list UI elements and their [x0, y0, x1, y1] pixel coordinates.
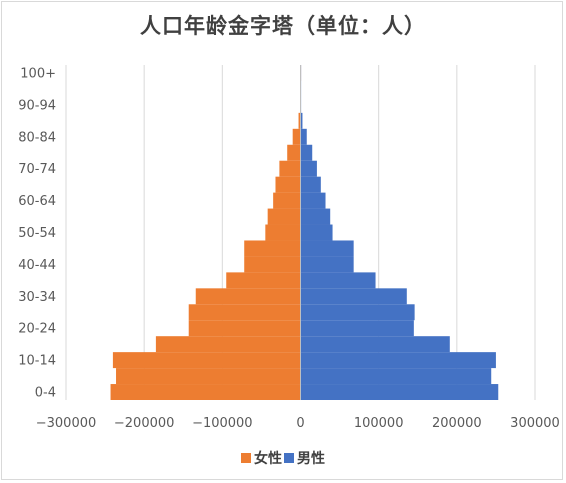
legend-item-male: 男性 — [284, 448, 325, 468]
bar-female-85-89 — [298, 112, 301, 129]
y-tick-label-50-54: 50-54 — [18, 226, 56, 241]
bar-female-10-14 — [112, 352, 301, 369]
bar-male-45-49 — [300, 240, 354, 257]
bar-male-0-4 — [300, 384, 499, 400]
bar-female-75-79 — [287, 144, 301, 161]
x-axis-tick-labels: −300000 −200000 −100000 0 100000 200000 300000 — [36, 416, 560, 431]
chart-title: 人口年龄金字塔（单位：人） — [140, 13, 426, 38]
legend-label-male: 男性 — [297, 451, 325, 467]
legend-label-female: 女性 — [254, 451, 282, 467]
y-axis-tick-labels: 0-4 10-14 20-24 30-34 40-44 50-54 60-64 70-74 80… — [18, 66, 56, 400]
x-tick-label-0: 0 — [296, 416, 304, 431]
bar-male-5-9 — [300, 368, 492, 385]
bar-male-85-89 — [300, 112, 303, 129]
bar-female-70-74 — [279, 160, 301, 177]
y-tick-label-0-4: 0-4 — [35, 386, 56, 401]
bar-male-40-44 — [300, 256, 354, 273]
bar-female-5-9 — [116, 368, 301, 385]
bar-male-30-34 — [300, 288, 407, 305]
x-tick-label--200000: −200000 — [114, 416, 175, 431]
legend-swatch-female — [241, 453, 251, 463]
bar-female-80-84 — [292, 128, 301, 145]
bar-female-45-49 — [244, 240, 301, 257]
x-tick-label-200000: 200000 — [432, 416, 482, 431]
bars — [110, 65, 499, 400]
bar-male-50-54 — [300, 224, 333, 241]
y-tick-label-30-34: 30-34 — [18, 290, 56, 305]
bar-female-65-69 — [275, 176, 301, 193]
y-tick-label-80-84: 80-84 — [18, 130, 56, 145]
x-tick-label-100000: 100000 — [354, 416, 404, 431]
bar-male-15-19 — [300, 336, 450, 353]
bar-female-20-24 — [188, 320, 301, 337]
bar-female-25-29 — [188, 304, 301, 321]
y-tick-label-100+: 100+ — [20, 66, 56, 81]
bar-male-35-39 — [300, 272, 376, 289]
bar-female-60-64 — [273, 192, 301, 209]
legend-swatch-male — [284, 453, 294, 463]
bar-male-55-59 — [300, 208, 331, 225]
bar-female-0-4 — [110, 384, 301, 400]
bar-female-55-59 — [267, 208, 301, 225]
bar-male-20-24 — [300, 320, 414, 337]
y-tick-label-20-24: 20-24 — [18, 322, 56, 337]
y-tick-label-40-44: 40-44 — [18, 258, 56, 273]
x-tick-label-300000: 300000 — [510, 416, 560, 431]
bar-male-10-14 — [300, 352, 496, 369]
x-tick-label--300000: −300000 — [36, 416, 97, 431]
bar-female-15-19 — [155, 336, 301, 353]
bar-male-65-69 — [300, 176, 321, 193]
bar-male-75-79 — [300, 144, 313, 161]
bar-male-70-74 — [300, 160, 317, 177]
bar-male-80-84 — [300, 128, 307, 145]
bar-female-30-34 — [195, 288, 301, 305]
bar-male-25-29 — [300, 304, 415, 321]
bar-female-35-39 — [226, 272, 301, 289]
y-tick-label-60-64: 60-64 — [18, 194, 56, 209]
y-tick-label-10-14: 10-14 — [18, 354, 56, 369]
y-tick-label-90-94: 90-94 — [18, 98, 56, 113]
bar-female-40-44 — [244, 256, 301, 273]
y-tick-label-70-74: 70-74 — [18, 162, 56, 177]
legend-item-female: 女性 — [241, 448, 282, 468]
x-tick-label--100000: −100000 — [192, 416, 253, 431]
legend: 女性 男性 — [0, 448, 566, 468]
bar-female-50-54 — [265, 224, 301, 241]
bar-male-60-64 — [300, 192, 326, 209]
